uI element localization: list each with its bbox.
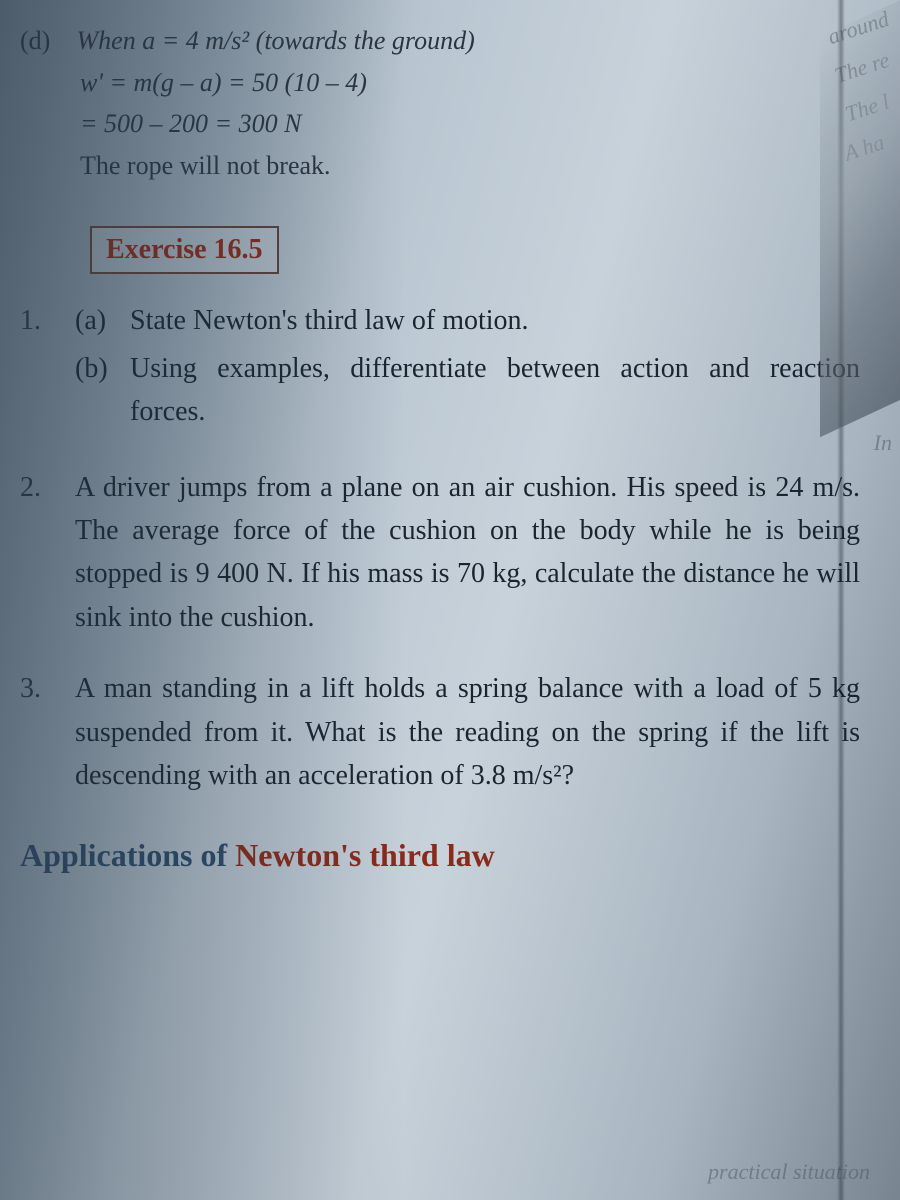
question-3: 3. A man standing in a lift holds a spri… (20, 667, 860, 797)
sub-text: State Newton's third law of motion. (130, 299, 860, 342)
question-number: 1. (20, 299, 75, 437)
heading-accent: Newton's third law (235, 837, 495, 873)
line-4: The rope will not break. (80, 145, 860, 187)
textbook-page: (d) When a = 4 m/s² (towards the ground)… (0, 0, 900, 1200)
question-1a: (a) State Newton's third law of motion. (75, 299, 860, 342)
question-1b: (b) Using examples, differentiate betwee… (75, 347, 860, 434)
question-number: 3. (20, 667, 75, 797)
exercise-questions: 1. (a) State Newton's third law of motio… (20, 299, 860, 797)
exercise-title: Exercise 16.5 (106, 234, 263, 265)
question-text: A man standing in a lift holds a spring … (75, 667, 860, 797)
line-1: When a = 4 m/s² (towards the ground) (77, 26, 475, 55)
sub-label: (a) (75, 299, 130, 342)
section-heading-applications: Applications of Newton's third law (20, 837, 860, 874)
line-2: w' = m(g – a) = 50 (10 – 4) (80, 62, 860, 104)
question-number: 2. (20, 466, 75, 640)
exercise-heading-box: Exercise 16.5 (90, 226, 279, 274)
part-label: (d) (20, 20, 70, 62)
question-2: 2. A driver jumps from a plane on an air… (20, 466, 860, 640)
line-3: = 500 – 200 = 300 N (80, 103, 860, 145)
sub-label: (b) (75, 347, 130, 434)
worked-example-part-d: (d) When a = 4 m/s² (towards the ground)… (20, 20, 860, 186)
line: (d) When a = 4 m/s² (towards the ground) (20, 20, 860, 62)
adjacent-page-fragment: practical situation (708, 1159, 870, 1185)
adjacent-page-fragment: In (874, 430, 892, 456)
page-curl (820, 0, 900, 437)
question-1: 1. (a) State Newton's third law of motio… (20, 299, 860, 437)
heading-prefix: Applications of (20, 837, 235, 873)
question-body: (a) State Newton's third law of motion. … (75, 299, 860, 437)
question-text: A driver jumps from a plane on an air cu… (75, 466, 860, 640)
sub-text: Using examples, differentiate between ac… (130, 347, 860, 434)
